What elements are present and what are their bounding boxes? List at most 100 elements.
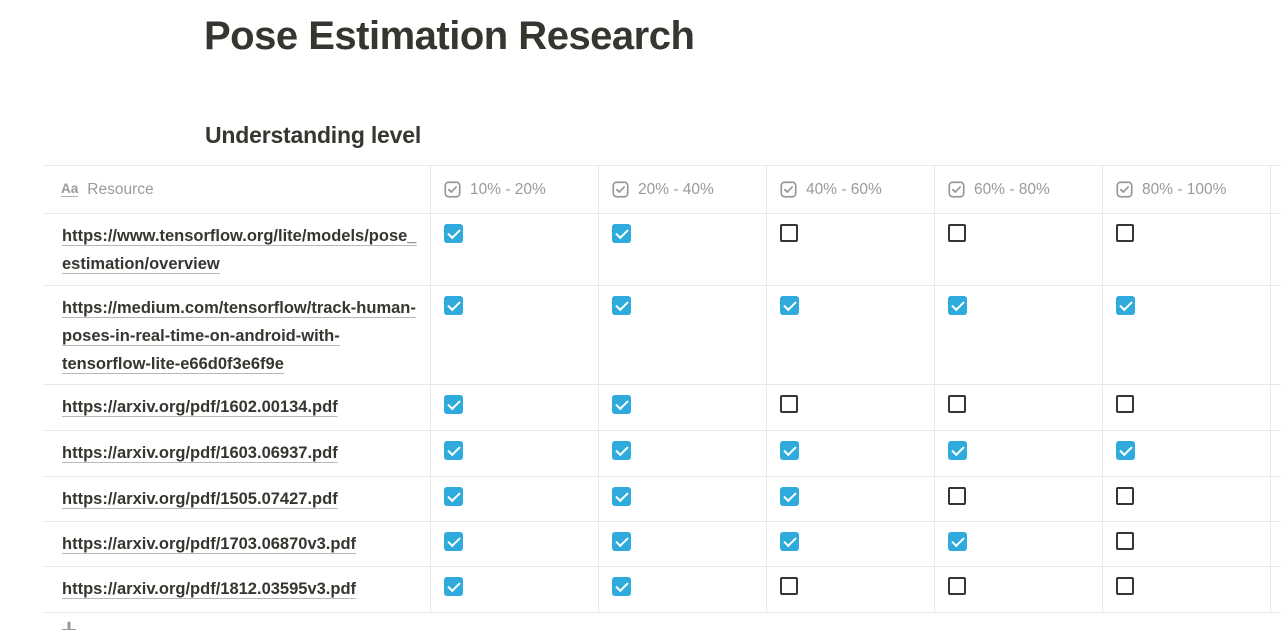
checkbox-cell	[430, 477, 598, 521]
checkbox[interactable]	[948, 224, 966, 242]
resource-link[interactable]: https://medium.com/tensorflow/track-huma…	[62, 299, 416, 373]
checkbox-cell	[766, 567, 934, 612]
checkbox[interactable]	[1116, 487, 1134, 505]
checkbox[interactable]	[1116, 577, 1134, 595]
resource-cell: https://medium.com/tensorflow/track-huma…	[43, 286, 430, 384]
checkbox[interactable]	[1116, 441, 1135, 460]
column-header-40-60[interactable]: 40% - 60%	[766, 166, 934, 213]
checkbox[interactable]	[948, 395, 966, 413]
checkbox[interactable]	[1116, 224, 1134, 242]
checkbox[interactable]	[444, 395, 463, 414]
text-property-icon: Aa	[61, 180, 79, 198]
column-header-label: 20% - 40%	[638, 180, 714, 198]
column-header-label: 40% - 60%	[806, 180, 882, 198]
table-row: https://arxiv.org/pdf/1603.06937.pdf	[43, 430, 1281, 476]
checkbox[interactable]	[612, 487, 631, 506]
checkbox[interactable]	[948, 296, 967, 315]
checkbox[interactable]	[444, 224, 463, 243]
checkbox-cell	[934, 522, 1102, 566]
checkbox-cell	[1102, 286, 1270, 384]
checkbox-cell	[934, 477, 1102, 521]
database-table: Aa Resource 10% - 20% 20% - 40% 40% - 60…	[43, 165, 1281, 613]
checkbox-cell	[1102, 214, 1270, 285]
table-row: https://arxiv.org/pdf/1505.07427.pdf	[43, 476, 1281, 521]
checkbox[interactable]	[780, 577, 798, 595]
checkbox[interactable]	[1116, 296, 1135, 315]
checkbox[interactable]	[444, 532, 463, 551]
checkbox[interactable]	[612, 296, 631, 315]
checkbox-cell	[598, 431, 766, 476]
checkbox[interactable]	[780, 532, 799, 551]
checkbox[interactable]	[1116, 395, 1134, 413]
checkbox[interactable]	[612, 441, 631, 460]
checkbox-cell	[598, 522, 766, 566]
table-header-row: Aa Resource 10% - 20% 20% - 40% 40% - 60…	[43, 165, 1281, 213]
checkbox[interactable]	[780, 487, 799, 506]
checkbox[interactable]	[780, 395, 798, 413]
checkbox-cell	[934, 214, 1102, 285]
checkbox-cell	[766, 477, 934, 521]
column-header-60-80[interactable]: 60% - 80%	[934, 166, 1102, 213]
checkbox[interactable]	[444, 296, 463, 315]
column-overflow	[1270, 385, 1281, 430]
checkbox[interactable]	[948, 532, 967, 551]
checkbox-cell	[934, 431, 1102, 476]
checkbox-cell	[430, 286, 598, 384]
resource-cell: https://arxiv.org/pdf/1812.03595v3.pdf	[43, 567, 430, 612]
column-overflow	[1270, 477, 1281, 521]
checkbox-property-icon	[780, 181, 797, 198]
checkbox-cell	[766, 286, 934, 384]
checkbox-cell	[1102, 522, 1270, 566]
resource-cell: https://www.tensorflow.org/lite/models/p…	[43, 214, 430, 285]
checkbox[interactable]	[948, 441, 967, 460]
column-header-10-20[interactable]: 10% - 20%	[430, 166, 598, 213]
column-overflow	[1270, 286, 1281, 384]
checkbox[interactable]	[444, 441, 463, 460]
resource-link[interactable]: https://arxiv.org/pdf/1505.07427.pdf	[62, 490, 338, 508]
resource-cell: https://arxiv.org/pdf/1505.07427.pdf	[43, 477, 430, 521]
table-row: https://arxiv.org/pdf/1812.03595v3.pdf	[43, 566, 1281, 612]
checkbox-cell	[1102, 567, 1270, 612]
resource-link[interactable]: https://arxiv.org/pdf/1602.00134.pdf	[62, 398, 338, 416]
column-overflow	[1270, 214, 1281, 285]
checkbox-cell	[430, 522, 598, 566]
checkbox-cell	[598, 477, 766, 521]
checkbox[interactable]	[444, 487, 463, 506]
resource-link[interactable]: https://arxiv.org/pdf/1812.03595v3.pdf	[62, 580, 357, 598]
column-header-label: 10% - 20%	[470, 180, 546, 198]
checkbox-cell	[934, 567, 1102, 612]
checkbox[interactable]	[612, 532, 631, 551]
column-header-resource[interactable]: Aa Resource	[43, 166, 430, 213]
table-row: https://medium.com/tensorflow/track-huma…	[43, 285, 1281, 384]
checkbox-cell	[598, 214, 766, 285]
checkbox[interactable]	[780, 224, 798, 242]
checkbox-cell	[766, 522, 934, 566]
resource-link[interactable]: https://arxiv.org/pdf/1603.06937.pdf	[62, 444, 338, 462]
resource-link[interactable]: https://www.tensorflow.org/lite/models/p…	[62, 227, 417, 273]
column-header-label: Resource	[87, 180, 154, 198]
checkbox-cell	[766, 385, 934, 430]
add-row-plus-icon[interactable]	[59, 617, 79, 630]
checkbox[interactable]	[948, 487, 966, 505]
checkbox[interactable]	[444, 577, 463, 596]
checkbox[interactable]	[1116, 532, 1134, 550]
checkbox[interactable]	[780, 296, 799, 315]
checkbox[interactable]	[948, 577, 966, 595]
checkbox[interactable]	[612, 577, 631, 596]
checkbox-property-icon	[612, 181, 629, 198]
resource-link[interactable]: https://arxiv.org/pdf/1703.06870v3.pdf	[62, 535, 357, 553]
checkbox[interactable]	[612, 395, 631, 414]
table-row: https://arxiv.org/pdf/1602.00134.pdf	[43, 384, 1281, 430]
page-title: Pose Estimation Research	[204, 14, 695, 58]
checkbox[interactable]	[612, 224, 631, 243]
checkbox-cell	[934, 286, 1102, 384]
resource-cell: https://arxiv.org/pdf/1603.06937.pdf	[43, 431, 430, 476]
column-header-80-100[interactable]: 80% - 100%	[1102, 166, 1270, 213]
column-overflow	[1270, 431, 1281, 476]
checkbox[interactable]	[780, 441, 799, 460]
checkbox-cell	[766, 214, 934, 285]
column-header-20-40[interactable]: 20% - 40%	[598, 166, 766, 213]
checkbox-property-icon	[1116, 181, 1133, 198]
column-overflow	[1270, 166, 1281, 213]
checkbox-cell	[430, 214, 598, 285]
